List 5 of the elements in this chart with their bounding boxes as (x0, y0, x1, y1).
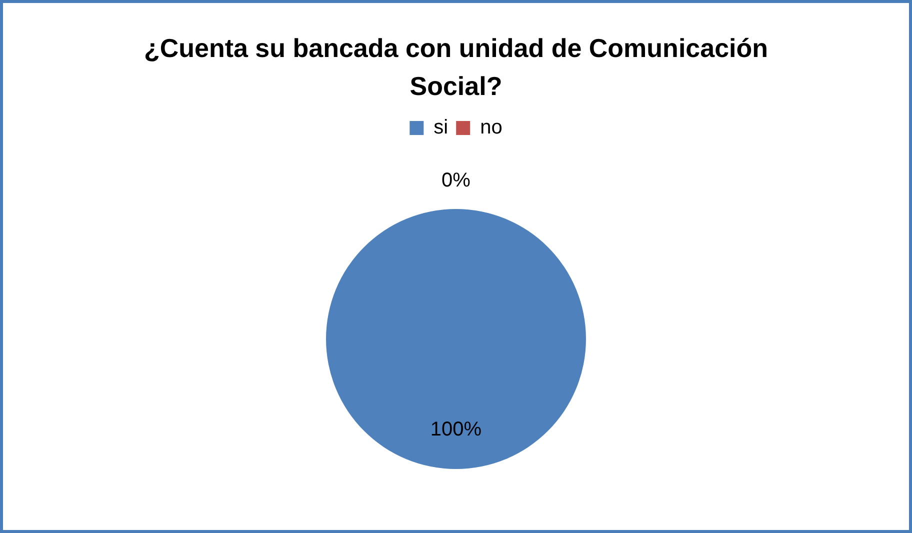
legend-label: no (480, 116, 502, 139)
chart-title: ¿Cuenta su bancada con unidad de Comunicación Social? (142, 32, 770, 103)
data-label: 100% (430, 418, 482, 441)
legend-label: si (434, 116, 448, 139)
text: 0% (442, 170, 470, 192)
